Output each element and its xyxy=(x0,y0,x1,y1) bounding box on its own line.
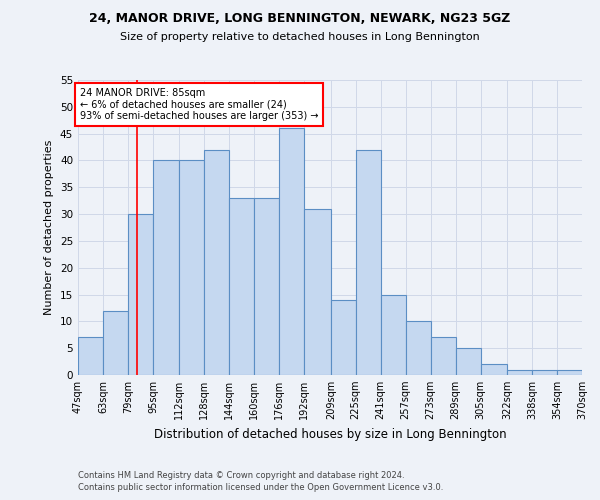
Y-axis label: Number of detached properties: Number of detached properties xyxy=(44,140,55,315)
Bar xyxy=(331,300,356,375)
Bar xyxy=(103,310,128,375)
Bar xyxy=(381,294,406,375)
Bar xyxy=(507,370,532,375)
Text: 24, MANOR DRIVE, LONG BENNINGTON, NEWARK, NG23 5GZ: 24, MANOR DRIVE, LONG BENNINGTON, NEWARK… xyxy=(89,12,511,26)
Bar xyxy=(128,214,153,375)
Text: Size of property relative to detached houses in Long Bennington: Size of property relative to detached ho… xyxy=(120,32,480,42)
X-axis label: Distribution of detached houses by size in Long Bennington: Distribution of detached houses by size … xyxy=(154,428,506,440)
Bar xyxy=(254,198,279,375)
Bar xyxy=(78,338,103,375)
Bar xyxy=(532,370,557,375)
Bar xyxy=(229,198,254,375)
Text: Contains HM Land Registry data © Crown copyright and database right 2024.: Contains HM Land Registry data © Crown c… xyxy=(78,471,404,480)
Bar xyxy=(304,208,331,375)
Bar xyxy=(481,364,507,375)
Bar xyxy=(179,160,205,375)
Bar xyxy=(153,160,179,375)
Bar xyxy=(431,338,455,375)
Text: 24 MANOR DRIVE: 85sqm
← 6% of detached houses are smaller (24)
93% of semi-detac: 24 MANOR DRIVE: 85sqm ← 6% of detached h… xyxy=(80,88,318,121)
Bar xyxy=(205,150,229,375)
Bar xyxy=(557,370,582,375)
Text: Contains public sector information licensed under the Open Government Licence v3: Contains public sector information licen… xyxy=(78,484,443,492)
Bar xyxy=(279,128,304,375)
Bar xyxy=(455,348,481,375)
Bar xyxy=(356,150,381,375)
Bar xyxy=(406,322,431,375)
